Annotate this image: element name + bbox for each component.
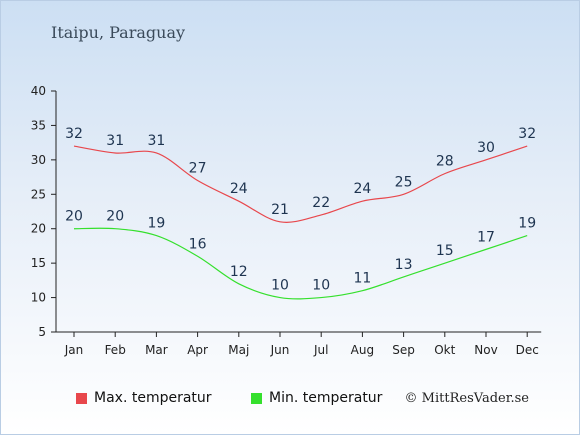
x-tick-label: Dec [516, 343, 539, 357]
legend-swatch-min [251, 392, 262, 404]
legend-item-max: Max. temperatur [76, 390, 212, 406]
data-label: 24 [353, 181, 371, 197]
x-tick-label: Mar [145, 343, 168, 357]
data-label: 31 [106, 133, 124, 149]
y-tick-label: 25 [31, 187, 46, 201]
data-label: 20 [106, 209, 124, 225]
data-label: 30 [477, 140, 495, 156]
data-label: 31 [147, 133, 165, 149]
series-line-max [73, 145, 528, 223]
copyright-text: © MittResVader.se [404, 391, 529, 406]
data-label: 20 [65, 209, 83, 225]
data-label: 32 [518, 126, 536, 142]
x-tick-label: Aug [351, 343, 374, 357]
data-label: 15 [436, 243, 454, 259]
x-tick-label: Sep [392, 343, 415, 357]
data-label: 22 [312, 195, 330, 211]
data-label: 10 [312, 278, 330, 294]
data-label: 11 [353, 271, 371, 287]
legend-label-max: Max. temperatur [94, 390, 212, 406]
x-tick-label: Apr [187, 343, 208, 357]
y-tick-label: 5 [38, 325, 46, 339]
legend-label-min: Min. temperatur [269, 390, 383, 406]
data-label: 19 [518, 216, 536, 232]
data-label: 28 [436, 154, 454, 170]
chart-title: Itaipu, Paraguay [51, 23, 186, 42]
data-label: 13 [395, 257, 413, 273]
data-label: 21 [271, 202, 289, 218]
y-tick-label: 40 [31, 84, 46, 98]
x-tick-label: Nov [474, 343, 497, 357]
x-tick-label: Maj [228, 343, 249, 357]
data-label: 17 [477, 229, 495, 245]
data-label: 10 [271, 278, 289, 294]
data-label: 24 [230, 181, 248, 197]
data-label: 27 [189, 161, 207, 177]
legend-item-min: Min. temperatur [251, 390, 382, 406]
x-tick-label: Jun [270, 343, 290, 357]
data-label: 32 [65, 126, 83, 142]
x-tick-label: Jan [64, 343, 84, 357]
y-tick-label: 10 [31, 291, 46, 305]
y-tick-label: 35 [31, 118, 46, 132]
data-label: 25 [395, 174, 413, 190]
series-line-min [73, 227, 528, 300]
y-tick-label: 20 [31, 222, 46, 236]
x-tick-label: Jul [313, 343, 328, 357]
data-label: 19 [147, 216, 165, 232]
x-tick-label: Feb [105, 343, 126, 357]
x-tick-label: Okt [434, 343, 455, 357]
y-tick-label: 30 [31, 153, 46, 167]
data-label: 16 [189, 236, 207, 252]
data-label: 12 [230, 264, 248, 280]
y-tick-label: 15 [31, 256, 46, 270]
legend-swatch-max [76, 392, 87, 404]
